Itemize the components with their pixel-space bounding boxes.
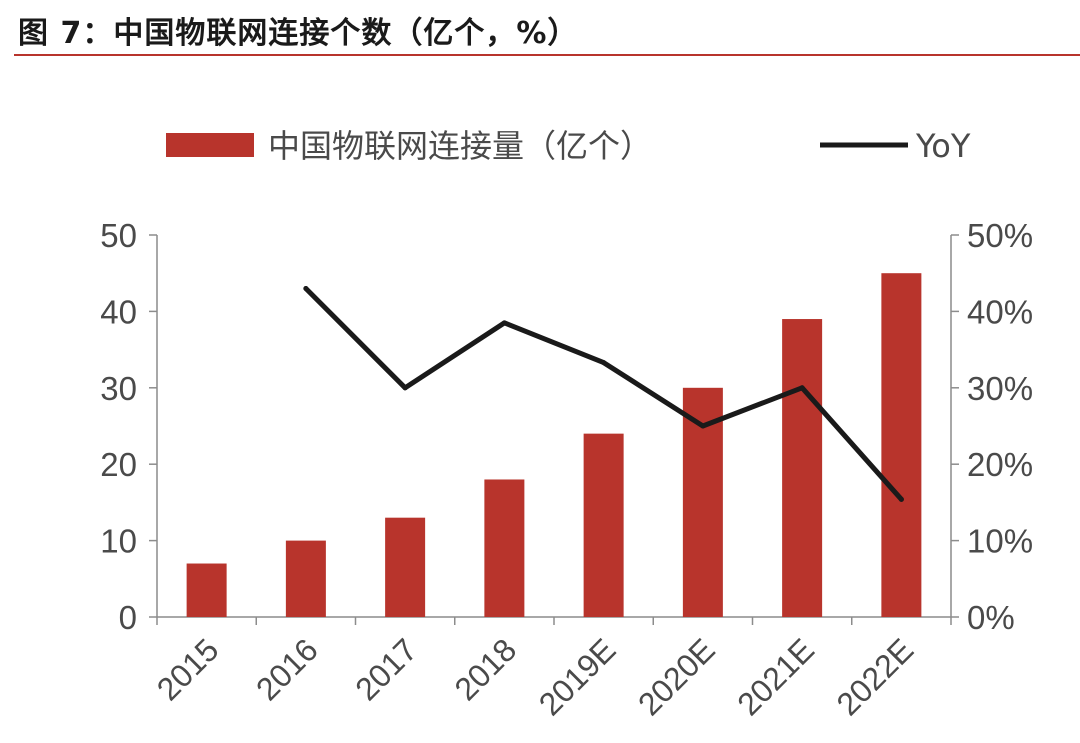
- x-axis-category-label: 2015: [150, 631, 226, 707]
- bar: [881, 273, 922, 617]
- x-axis-category-label: 2019E: [532, 631, 623, 722]
- x-axis-category-label: 2022E: [829, 631, 920, 722]
- yoy-point: [601, 360, 607, 366]
- yoy-point: [303, 285, 309, 291]
- right-axis-tick-label: 50%: [967, 217, 1033, 254]
- figure-title: 图 7：中国物联网连接个数（亿个，%）: [18, 16, 579, 51]
- legend: 中国物联网连接量（亿个） YoY: [166, 127, 971, 165]
- yoy-line-series: [303, 285, 904, 502]
- x-axis: 2015 2016 2017 2018 2019E 2020E 2021E 2022E: [150, 616, 952, 722]
- yoy-point: [501, 320, 507, 326]
- right-axis-tick-label: 0%: [967, 599, 1015, 636]
- left-axis-tick-label: 0: [119, 599, 137, 636]
- bar: [285, 540, 326, 617]
- bar: [484, 479, 525, 617]
- left-axis-tick-label: 30: [100, 370, 137, 407]
- yoy-point: [700, 423, 706, 429]
- legend-label-line: YoY: [915, 127, 971, 165]
- right-axis: 0% 10% 20% 30% 40% 50%: [950, 217, 1033, 636]
- bar: [782, 319, 823, 617]
- right-axis-tick-label: 20%: [967, 446, 1033, 483]
- x-axis-category-label: 2021E: [730, 631, 821, 722]
- yoy-point: [799, 385, 805, 391]
- title-divider: [14, 54, 1080, 56]
- x-axis-category-label: 2017: [348, 631, 424, 707]
- right-axis-tick-label: 10%: [967, 523, 1033, 560]
- x-axis-category-label: 2016: [249, 631, 325, 707]
- left-axis-tick-label: 40: [100, 293, 137, 330]
- yoy-point: [898, 496, 904, 502]
- bar: [583, 433, 624, 617]
- bars: [186, 273, 922, 617]
- x-axis-category-label: 2018: [448, 631, 524, 707]
- legend-swatch-bar: [166, 133, 254, 157]
- bar: [186, 563, 227, 617]
- left-axis-tick-label: 50: [100, 217, 137, 254]
- right-axis-tick-label: 40%: [967, 293, 1033, 330]
- x-axis-category-label: 2020E: [631, 631, 722, 722]
- legend-label-bar: 中国物联网连接量（亿个）: [268, 127, 652, 165]
- bar: [385, 517, 426, 617]
- left-axis-tick-label: 20: [100, 446, 137, 483]
- left-axis: 0 10 20 30 40 50: [100, 217, 158, 636]
- right-axis-tick-label: 30%: [967, 370, 1033, 407]
- yoy-point: [402, 385, 408, 391]
- left-axis-tick-label: 10: [100, 523, 137, 560]
